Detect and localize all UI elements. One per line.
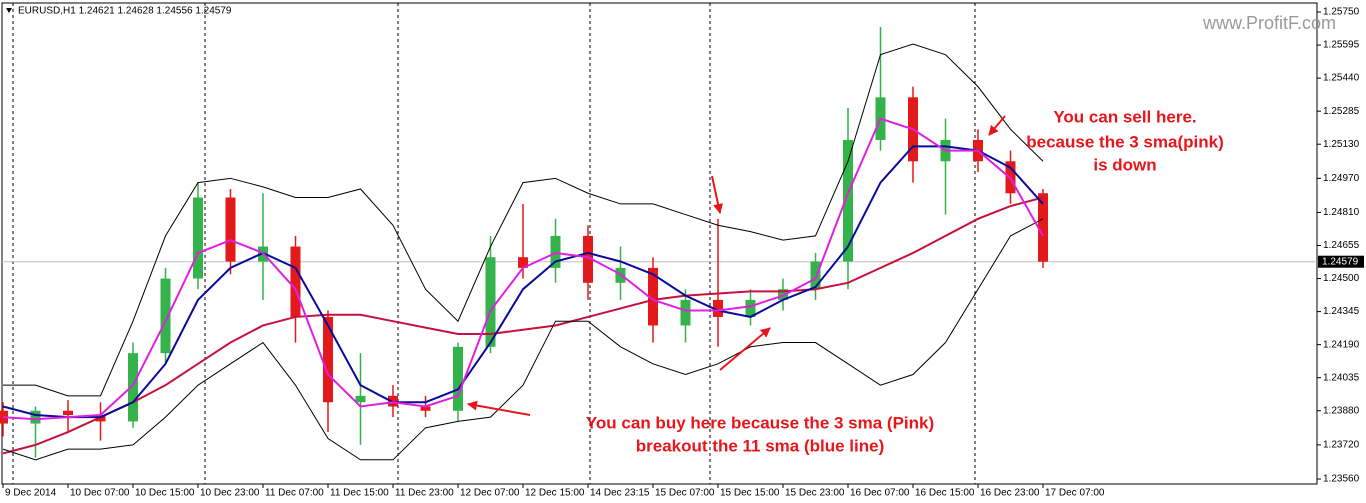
y-tick-label: 1.23560 — [1323, 474, 1360, 485]
arrows — [467, 115, 1006, 416]
candle-body — [420, 406, 431, 411]
y-tick-label: 1.25750 — [1323, 7, 1360, 18]
x-tick-label: 9 Dec 2014 — [5, 488, 57, 499]
candle-body — [323, 316, 333, 403]
y-tick-label: 1.23880 — [1323, 405, 1360, 416]
y-tick-label: 1.24810 — [1323, 207, 1360, 218]
indicator-line — [3, 43, 1044, 397]
current-price-label: 1.24579 — [1322, 256, 1359, 267]
candle-body — [30, 410, 41, 424]
y-tick-label: 1.24655 — [1323, 240, 1360, 251]
x-tick-label: 14 Dec 23:15 — [590, 488, 650, 499]
x-tick-label: 10 Dec 07:00 — [70, 488, 130, 499]
y-tick-label: 1.25440 — [1323, 73, 1360, 84]
buy-note: breakout the 11 sma (blue line) — [636, 436, 884, 455]
candle-body — [453, 346, 463, 411]
y-tick-label: 1.24500 — [1323, 273, 1360, 284]
x-tick-label: 16 Dec 23:00 — [980, 488, 1040, 499]
x-tick-label: 11 Dec 07:00 — [265, 488, 324, 499]
candle-body — [160, 278, 171, 354]
candle-body — [843, 139, 853, 262]
x-tick-label: 10 Dec 15:00 — [135, 488, 195, 499]
sell-note: You can sell here. — [1053, 107, 1196, 126]
indicator-line — [2, 218, 1044, 461]
y-tick-label: 1.25130 — [1323, 139, 1360, 150]
candle-body — [713, 299, 723, 317]
candle-body — [485, 257, 496, 347]
candle-body — [290, 246, 301, 317]
candle-body — [518, 257, 528, 268]
plot-layer — [0, 26, 1317, 461]
indicator-line — [2, 117, 1044, 421]
symbol-line: EURUSD,H1 1.24621 1.24628 1.24556 1.2457… — [18, 6, 232, 17]
x-tick-label: 12 Dec 07:00 — [460, 488, 520, 499]
watermark: www.ProfitF.com — [1202, 13, 1336, 33]
candle-body — [810, 261, 821, 290]
y-tick-label: 1.24190 — [1323, 339, 1360, 350]
candle-body — [745, 299, 756, 317]
x-tick-label: 16 Dec 07:00 — [850, 488, 910, 499]
candle-body — [583, 235, 593, 283]
current-price-box — [1318, 255, 1364, 268]
x-tick-label: 12 Dec 15:00 — [525, 488, 585, 499]
y-tick-label: 1.24345 — [1323, 306, 1360, 317]
buy-note: You can buy here because the 3 sma (Pink… — [586, 413, 934, 432]
y-tick-label: 1.24035 — [1323, 372, 1360, 383]
x-tick-label: 11 Dec 23:00 — [395, 488, 454, 499]
y-tick-label: 1.24970 — [1323, 173, 1360, 184]
x-tick-label: 10 Dec 23:00 — [200, 488, 260, 499]
x-tick-label: 15 Dec 15:00 — [720, 488, 780, 499]
menu-triangle — [6, 8, 12, 13]
indicator-line — [2, 196, 1044, 455]
candle-body — [128, 353, 138, 422]
candle-body — [648, 267, 658, 326]
candle-body — [550, 235, 561, 268]
x-tick-label: 17 Dec 07:00 — [1045, 488, 1105, 499]
candle-body — [63, 410, 73, 416]
x-tick-label: 15 Dec 07:00 — [655, 488, 715, 499]
indicator-line — [2, 145, 1044, 419]
y-tick-label: 1.25595 — [1323, 40, 1360, 51]
candle-body — [225, 197, 236, 262]
y-tick-label: 1.23720 — [1323, 440, 1360, 451]
candle-body — [355, 395, 366, 403]
candle-body — [1038, 193, 1048, 262]
sell-note: is down — [1093, 155, 1156, 174]
x-tick-label: 15 Dec 23:00 — [785, 488, 845, 499]
candle-body — [680, 299, 691, 326]
candle-body — [193, 197, 203, 279]
x-tick-label: 11 Dec 15:00 — [330, 488, 389, 499]
y-tick-label: 1.25285 — [1323, 106, 1360, 117]
x-tick-label: 16 Dec 15:00 — [915, 488, 975, 499]
sell-note: because the 3 sma(pink) — [1026, 132, 1223, 151]
